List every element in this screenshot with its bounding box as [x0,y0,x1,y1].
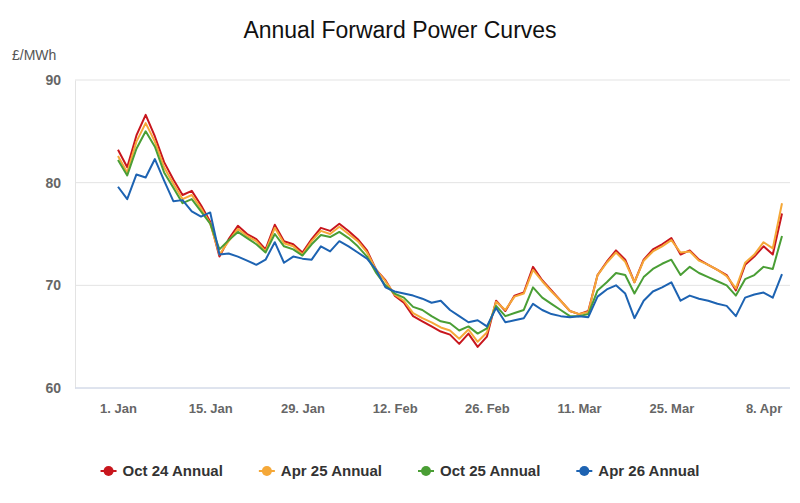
legend-item: Apr 25 Annual [259,462,382,479]
y-axis: 60 70 80 90 [45,72,75,396]
y-tick: 80 [45,175,75,191]
grid [75,80,790,388]
series-line [118,115,782,347]
x-tick-label: 29. Jan [281,401,325,416]
y-axis-line [75,81,76,389]
x-tick-label: 1. Jan [100,401,137,416]
series-line [118,123,782,342]
grid-line [75,80,790,81]
x-tick-label: 15. Jan [189,401,233,416]
x-tick: 8. Apr [746,388,782,416]
legend-label: Oct 25 Annual [440,462,540,479]
x-tick: 25. Mar [649,388,694,416]
legend-label: Apr 25 Annual [281,462,382,479]
x-tick: 15. Jan [189,388,233,416]
x-axis-line [75,388,790,389]
chart: Annual Forward Power Curves £/MWh 60 70 80 90… [0,0,800,503]
grid-line [75,182,790,183]
title: Annual Forward Power Curves [243,17,556,43]
lines [118,115,782,347]
x-tick: 1. Jan [100,388,137,416]
legend: Oct 24 Annual Apr 25 Annual Oct 25 Annual A… [101,462,700,479]
x-tick-label: 11. Mar [558,401,602,416]
legend-item: Apr 26 Annual [576,462,699,479]
legend-symbol [262,466,272,476]
legend-symbol [579,466,589,476]
legend-symbol [104,466,114,476]
series-line [118,159,782,326]
x-tick: 11. Mar [558,388,602,416]
y-tick: 90 [45,72,75,88]
y-tick-label: 90 [45,72,61,88]
y-tick-label: 80 [45,175,61,191]
x-tick: 26. Feb [465,388,510,416]
x-tick-label: 25. Mar [649,401,694,416]
x-tick: 12. Feb [373,388,418,416]
y-tick: 70 [45,277,75,293]
x-tick-label: 26. Feb [465,401,510,416]
x-tick: 29. Jan [281,388,325,416]
legend-item: Oct 24 Annual [101,462,223,479]
y-axis-title: £/MWh [12,47,56,63]
x-axis: 1. Jan 15. Jan 29. Jan 12. Feb 26. Feb 11. Ma… [75,388,790,416]
y-tick-label: 60 [45,380,61,396]
y-tick: 60 [45,380,75,396]
legend-item: Oct 25 Annual [418,462,540,479]
legend-label: Oct 24 Annual [123,462,223,479]
grid-line [75,388,790,389]
x-tick-label: 8. Apr [746,401,782,416]
legend-label: Apr 26 Annual [598,462,699,479]
series-line [118,131,782,333]
grid-line [75,285,790,286]
x-tick-label: 12. Feb [373,401,418,416]
legend-symbol [421,466,431,476]
y-tick-label: 70 [45,277,61,293]
